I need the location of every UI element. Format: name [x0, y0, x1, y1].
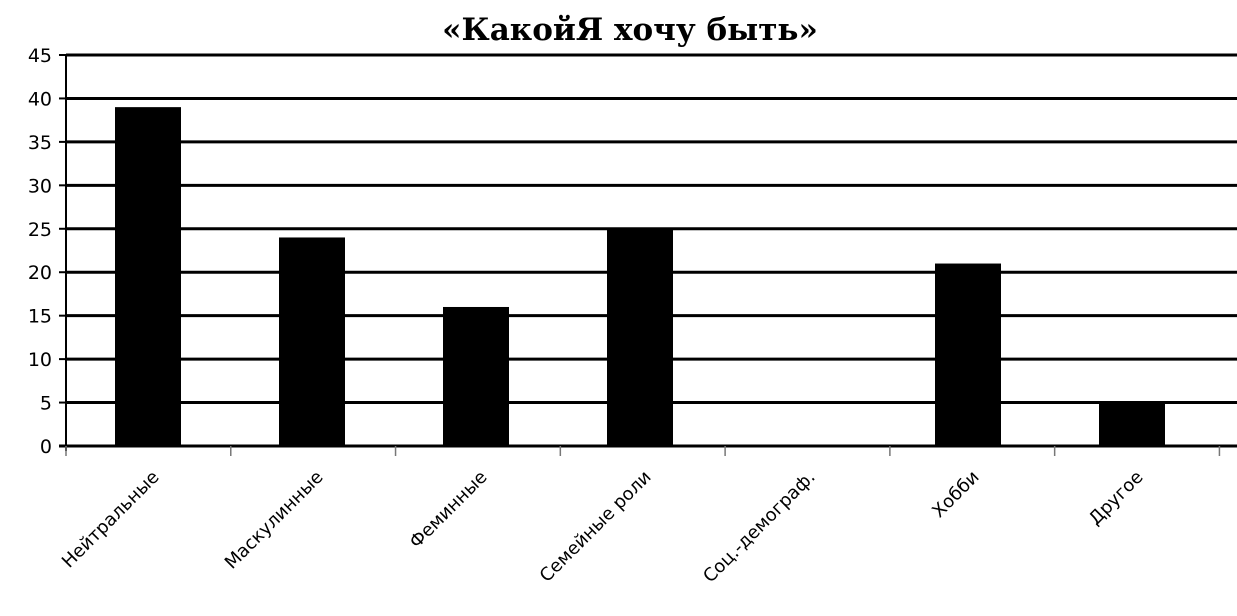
bar — [607, 228, 673, 446]
y-tick-label: 5 — [40, 393, 52, 415]
y-tick-label: 35 — [28, 132, 52, 154]
bar — [443, 306, 509, 446]
bar — [115, 107, 181, 446]
y-tick-label: 0 — [40, 436, 52, 458]
bar — [279, 237, 345, 446]
x-category-label: Маскулинные — [221, 467, 328, 574]
chart-title: «КакойЯ хочу быть» — [442, 12, 818, 48]
x-category-labels: Нейтральные Маскулинные Феминные Семейные р… — [58, 467, 1148, 587]
bars — [115, 107, 1165, 446]
y-tick-label: 30 — [28, 175, 52, 197]
y-tick-label: 40 — [28, 88, 52, 110]
axes — [59, 54, 1237, 456]
x-category-label: Нейтральные — [58, 467, 164, 573]
y-tick-labels: 0 5 10 15 20 25 30 35 40 45 — [28, 45, 52, 458]
y-tick-label: 20 — [28, 262, 52, 284]
y-tick-label: 15 — [28, 306, 52, 328]
bar — [935, 263, 1001, 446]
x-category-label: Хобби — [928, 467, 983, 522]
x-category-label: Соц.-демограф. — [699, 467, 819, 587]
y-tick-label: 25 — [28, 219, 52, 241]
bar — [1099, 402, 1165, 446]
x-category-label: Феминные — [406, 467, 492, 553]
y-tick-label: 10 — [28, 349, 52, 371]
x-category-label: Семейные роли — [536, 467, 656, 587]
y-tick-label: 45 — [28, 45, 52, 67]
x-category-label: Другое — [1085, 467, 1148, 530]
